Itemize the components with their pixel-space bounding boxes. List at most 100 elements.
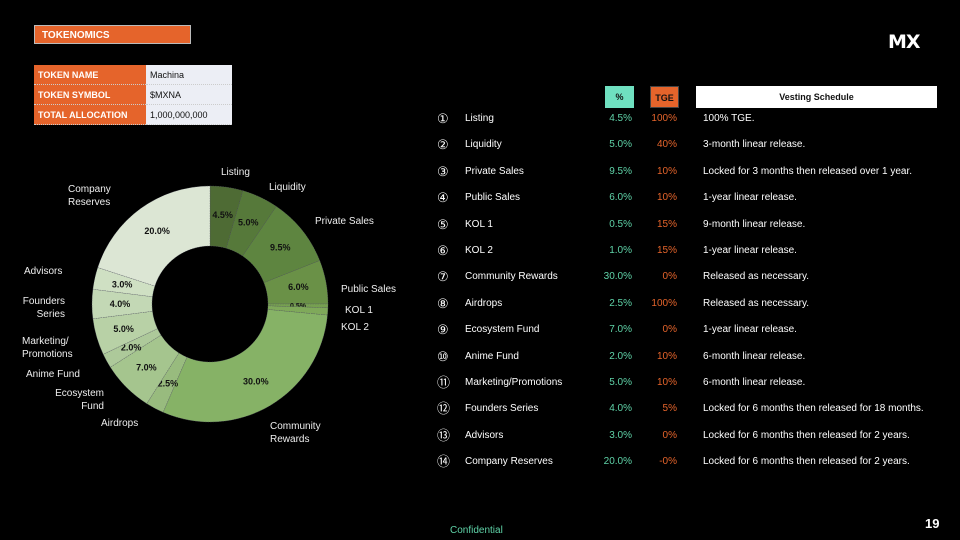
allocation-row: ⑥ KOL 2 1.0% 15% 1-year linear release. bbox=[0, 241, 960, 261]
category-label: Liquidity bbox=[269, 182, 306, 193]
token-symbol-label: TOKEN SYMBOL bbox=[34, 84, 146, 105]
vesting-header: Vesting Schedule bbox=[696, 86, 937, 108]
category-label: Public Sales bbox=[341, 284, 397, 295]
row-name: Founders Series bbox=[465, 403, 539, 415]
allocation-row: ⑩ Anime Fund 2.0% 10% 6-month linear release… bbox=[0, 347, 960, 367]
data-label: 30.0% bbox=[243, 376, 269, 386]
allocation-row: ⑫ Founders Series 4.0% 5% Locked for 6 month… bbox=[0, 399, 960, 419]
token-symbol-value: $MXNA bbox=[146, 84, 232, 105]
row-name: Advisors bbox=[465, 429, 504, 441]
row-name: Community Rewards bbox=[465, 271, 558, 283]
table-row: TOTAL ALLOCATION 1,000,000,000 bbox=[34, 104, 232, 125]
data-label: 4.0% bbox=[110, 299, 131, 309]
slice-community-rewards bbox=[162, 309, 328, 423]
slice-company-reserves bbox=[97, 185, 211, 287]
category-label: Anime Fund bbox=[26, 369, 80, 380]
slice-public-sales bbox=[263, 260, 329, 305]
category-label: Company Reserves bbox=[68, 184, 111, 208]
page-title: TOKENOMICS bbox=[34, 25, 191, 44]
row-vesting: 6-month linear release. bbox=[703, 350, 806, 362]
allocation-row: ① Listing 4.5% 100% 100% TGE. bbox=[0, 109, 960, 129]
category-label: Listing bbox=[221, 167, 250, 178]
allocation-row: ③ Private Sales 9.5% 10% Locked for 3 months… bbox=[0, 162, 960, 182]
category-label: Marketing/ Promotions bbox=[22, 336, 73, 360]
row-num: ② bbox=[437, 137, 449, 153]
total-allocation-value: 1,000,000,000 bbox=[146, 104, 232, 125]
data-label: 5.0% bbox=[113, 324, 134, 334]
slice-founders-series bbox=[91, 288, 153, 320]
page-number: 19 bbox=[925, 516, 940, 531]
slice-marketing-promotions bbox=[92, 311, 158, 355]
category-label: KOL 2 bbox=[341, 322, 369, 333]
data-label: 20.0% bbox=[144, 226, 170, 236]
table-row: TOKEN NAME Machina bbox=[34, 65, 232, 85]
category-label: Advisors bbox=[24, 266, 63, 277]
row-num: ① bbox=[437, 111, 449, 126]
data-label: 2.0% bbox=[121, 342, 142, 352]
row-num: ⑥ bbox=[437, 243, 449, 258]
row-name: Liquidity bbox=[465, 139, 502, 151]
row-pct: 4.5% bbox=[609, 113, 632, 124]
category-label: KOL 1 bbox=[345, 305, 373, 316]
row-tge: 40% bbox=[656, 139, 677, 151]
row-name: KOL 2 bbox=[465, 245, 493, 256]
row-vesting: Released as necessary. bbox=[703, 271, 809, 283]
row-tge: 10% bbox=[656, 165, 677, 177]
allocation-row: ⑬ Advisors 3.0% 0% Locked for 6 months then … bbox=[0, 426, 960, 446]
data-label: 7.0% bbox=[136, 363, 157, 373]
table-row: TOKEN SYMBOL $MXNA bbox=[34, 84, 232, 105]
row-num: ⑪ bbox=[437, 375, 451, 390]
row-name: Listing bbox=[465, 113, 494, 124]
row-vesting: Locked for 6 months then released for 2 … bbox=[703, 429, 910, 441]
row-num: ⑧ bbox=[437, 295, 449, 311]
allocation-row: ② Liquidity 5.0% 40% 3-month linear release. bbox=[0, 135, 960, 155]
row-pct: 3.0% bbox=[609, 429, 632, 441]
row-name: Ecosystem Fund bbox=[465, 324, 540, 336]
slice-ecosystem-fund bbox=[110, 334, 180, 404]
row-vesting: Locked for 6 months then released for 2 … bbox=[703, 456, 910, 468]
token-name-label: TOKEN NAME bbox=[34, 65, 146, 85]
row-num: ④ bbox=[437, 190, 449, 206]
allocation-row: ⑪ Marketing/Promotions 5.0% 10% 6-month line… bbox=[0, 373, 960, 393]
row-vesting: 3-month linear release. bbox=[703, 139, 806, 151]
row-vesting: Locked for 3 months then released over 1… bbox=[703, 165, 913, 177]
data-label: 3.0% bbox=[112, 279, 133, 289]
row-pct: 0.5% bbox=[609, 218, 632, 230]
row-name: KOL 1 bbox=[465, 218, 493, 230]
row-pct: 9.5% bbox=[609, 165, 632, 177]
row-name: Airdrops bbox=[465, 297, 503, 309]
row-num: ⑭ bbox=[437, 454, 451, 470]
row-num: ⑩ bbox=[437, 348, 449, 364]
row-name: Company Reserves bbox=[465, 456, 553, 468]
row-tge: 100% bbox=[651, 297, 677, 309]
allocation-row: ⑭ Company Reserves 20.0% -0% Locked for 6 mo… bbox=[0, 452, 960, 472]
category-label: Community Rewards bbox=[270, 421, 321, 445]
row-tge: 10% bbox=[656, 350, 677, 362]
allocation-row: ⑦ Community Rewards 30.0% 0% Released as nec… bbox=[0, 267, 960, 287]
row-tge: -0% bbox=[659, 456, 677, 468]
row-vesting: 1-year linear release. bbox=[703, 245, 797, 256]
row-pct: 20.0% bbox=[603, 456, 632, 468]
row-name: Anime Fund bbox=[465, 350, 519, 362]
slice-advisors bbox=[92, 267, 156, 297]
row-name: Private Sales bbox=[465, 165, 524, 177]
row-tge: 15% bbox=[656, 245, 677, 256]
row-num: ⑦ bbox=[437, 269, 449, 285]
allocation-row: ⑧ Airdrops 2.5% 100% Released as necessary. bbox=[0, 294, 960, 314]
token-name-value: Machina bbox=[146, 65, 232, 85]
allocation-row: ⑤ KOL 1 0.5% 15% 9-month linear release. bbox=[0, 215, 960, 235]
row-tge: 0% bbox=[662, 324, 677, 336]
data-label: 2.5% bbox=[158, 379, 179, 389]
data-label: 6.0% bbox=[288, 282, 309, 292]
slice-anime-fund bbox=[102, 328, 162, 368]
category-label: Airdrops bbox=[101, 418, 139, 429]
data-label: 4.5% bbox=[212, 210, 233, 220]
row-tge: 10% bbox=[656, 377, 677, 388]
row-tge: 0% bbox=[662, 271, 677, 283]
row-pct: 4.0% bbox=[609, 403, 632, 415]
row-tge: 5% bbox=[662, 403, 677, 415]
row-pct: 1.0% bbox=[609, 245, 632, 256]
row-num: ⑨ bbox=[437, 322, 449, 338]
